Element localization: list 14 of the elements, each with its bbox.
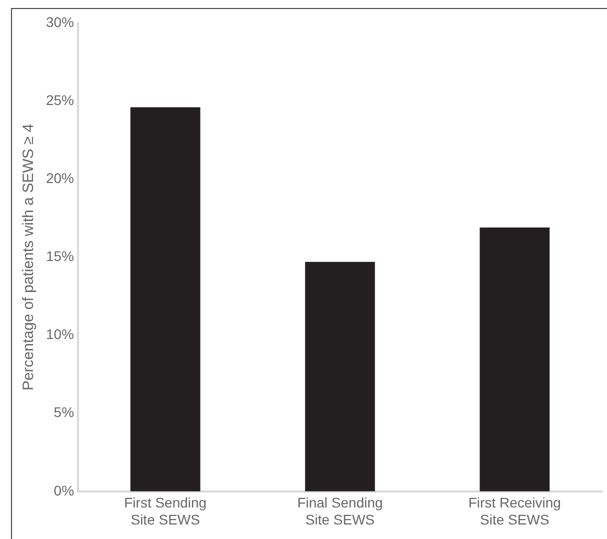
y-tick-label: 30% [46,14,74,30]
bar [305,262,375,492]
x-tick-label: First Sending Site SEWS [124,494,207,528]
bar [130,107,200,492]
x-tick-label: First Receiving Site SEWS [468,494,561,528]
x-tick-label: Final Sending Site SEWS [297,494,383,528]
y-tick-label: 20% [46,170,74,186]
y-tick-label: 5% [54,404,74,420]
y-tick-label: 25% [46,92,74,108]
y-tick-label: 0% [54,482,74,498]
y-tick-label: 15% [46,248,74,264]
y-axis-title: Percentage of patients with a SEWS ≥ 4 [20,124,38,391]
bar [480,228,550,492]
y-tick-label: 10% [46,326,74,342]
